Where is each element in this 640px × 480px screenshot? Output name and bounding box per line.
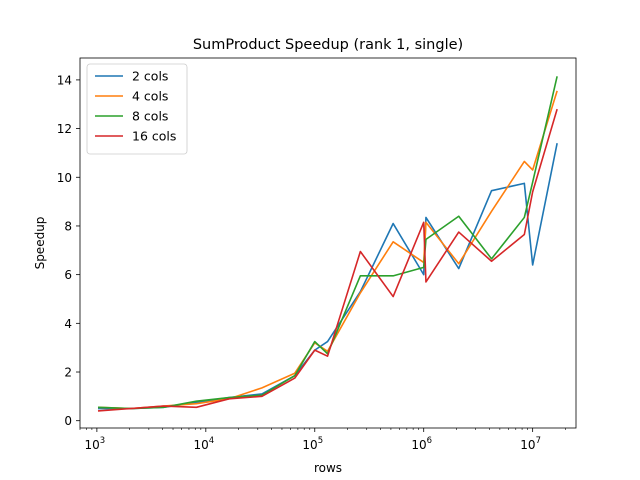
series-line-1 <box>98 143 558 410</box>
x-tick-label: 105 <box>302 436 323 452</box>
legend-box <box>86 63 188 155</box>
x-axis-ticks: 103 104 105 106 107 <box>79 428 566 452</box>
x-tick-label: 106 <box>411 436 432 452</box>
legend: 2 cols 4 cols 8 cols 16 cols <box>86 63 188 155</box>
x-tick-label: 103 <box>85 436 106 452</box>
x-axis-label: rows <box>314 461 342 475</box>
y-tick-label: 12 <box>57 122 72 136</box>
legend-label: 8 cols <box>132 109 168 124</box>
series-lines <box>97 76 558 412</box>
y-tick-label: 6 <box>64 268 72 282</box>
y-axis-ticks: 0 2 4 6 8 10 12 14 <box>57 73 80 428</box>
y-tick-label: 10 <box>57 171 72 185</box>
y-tick-label: 8 <box>64 219 72 233</box>
y-tick-label: 14 <box>57 73 72 87</box>
y-tick-label: 2 <box>64 366 72 380</box>
y-axis-label: Speedup <box>33 217 47 270</box>
chart-title: SumProduct Speedup (rank 1, single) <box>193 37 463 53</box>
y-tick-label: 4 <box>64 317 72 331</box>
plot-frame <box>79 57 577 429</box>
x-tick-label: 107 <box>520 436 541 452</box>
series-line-2 <box>97 90 558 410</box>
y-tick-label: 0 <box>64 414 72 428</box>
legend-label: 16 cols <box>132 129 176 144</box>
series-line-3 <box>97 76 558 410</box>
series-line-4 <box>97 108 558 412</box>
x-tick-label: 104 <box>193 436 214 452</box>
legend-label: 4 cols <box>132 89 168 104</box>
legend-label: 2 cols <box>132 69 168 84</box>
